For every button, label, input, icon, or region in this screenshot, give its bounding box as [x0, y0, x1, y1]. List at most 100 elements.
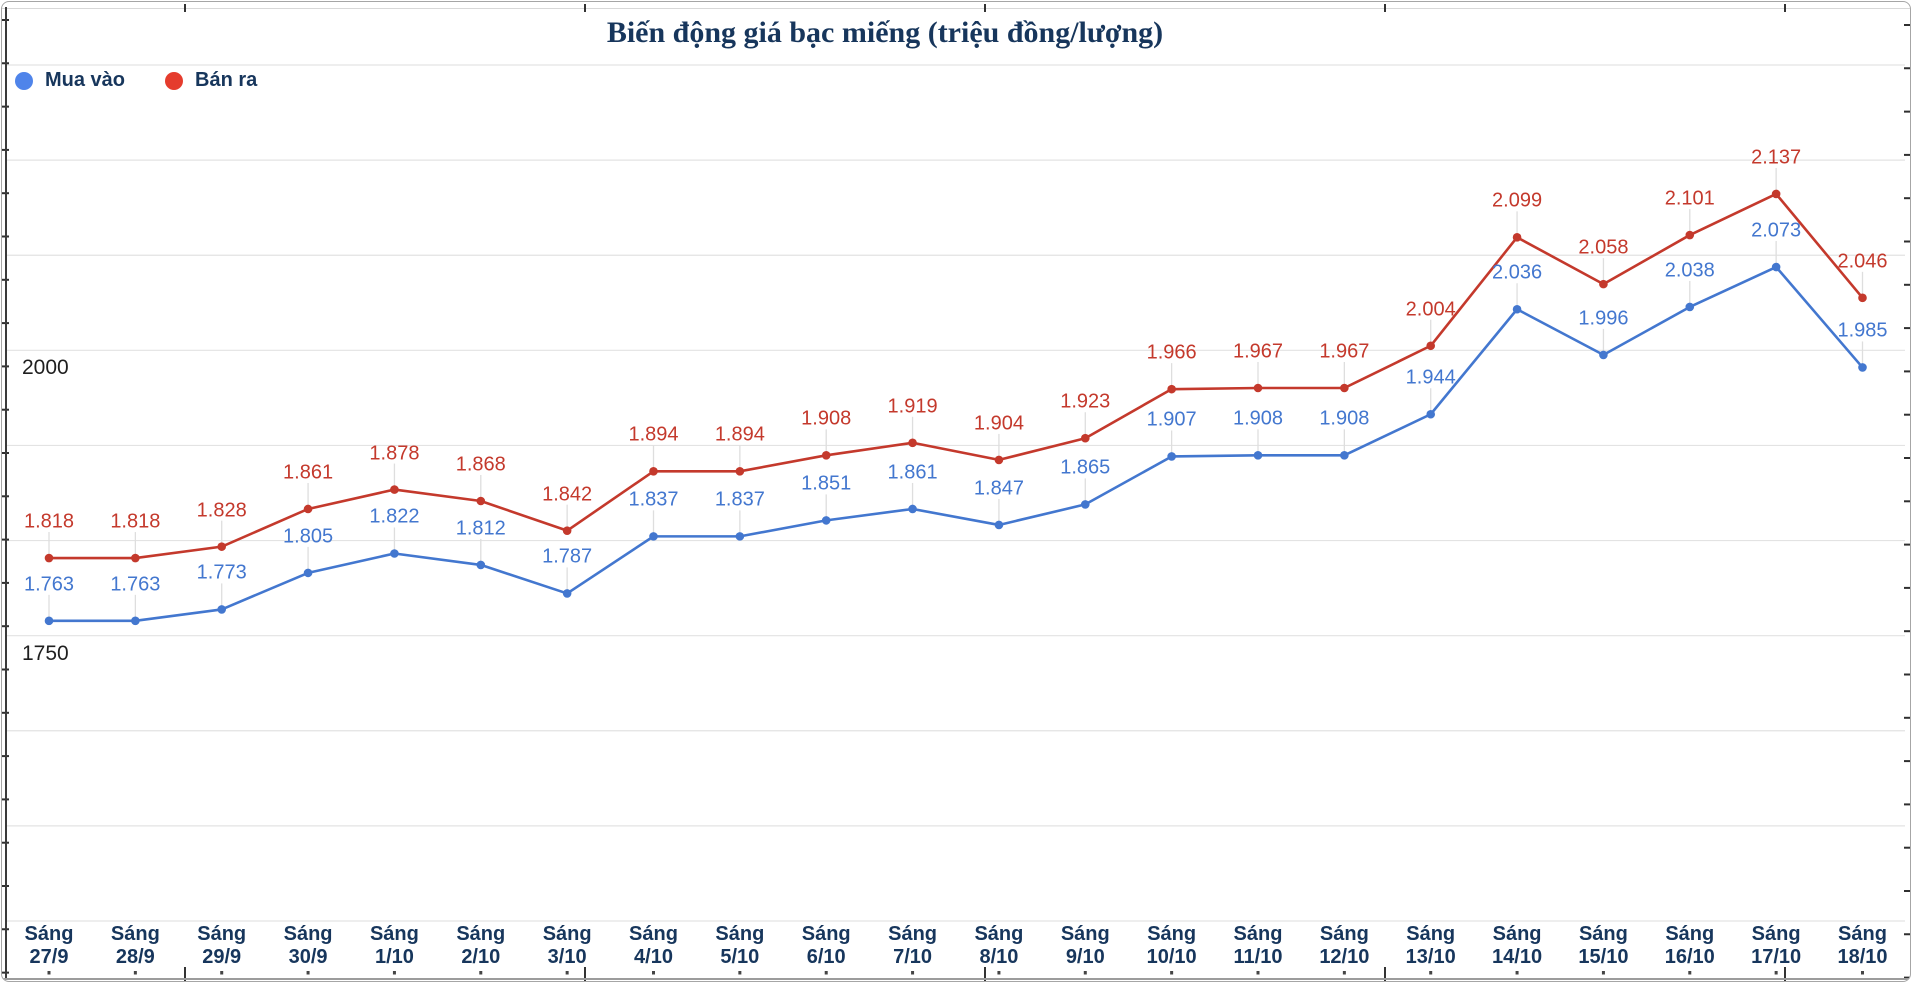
data-point[interactable] [649, 532, 658, 541]
data-point[interactable] [303, 504, 313, 514]
y-axis-label: 2000 [22, 356, 69, 380]
data-point[interactable] [1426, 341, 1436, 351]
value-label-ban-ra: 1.919 [887, 395, 938, 418]
x-axis-label: Sáng 5/10 [715, 923, 765, 968]
category-tick-dot [997, 971, 1001, 975]
value-label-mua-vao: 2.038 [1664, 259, 1715, 282]
data-point[interactable] [1512, 233, 1522, 242]
x-axis-label: Sáng 12/10 [1319, 923, 1370, 968]
data-point[interactable] [1340, 451, 1349, 460]
data-point[interactable] [994, 455, 1004, 465]
legend-label-mua-vao: Mua vào [45, 69, 126, 91]
y-axis-label: 1750 [22, 641, 69, 665]
value-label-ban-ra: 1.966 [1146, 341, 1197, 364]
data-point[interactable] [649, 467, 658, 476]
data-point[interactable] [1080, 500, 1090, 509]
value-label-ban-ra: 1.818 [23, 510, 75, 533]
category-tick-dot [1429, 971, 1433, 975]
x-axis-label: Sáng 27/9 [24, 923, 74, 968]
y-axis-line [5, 7, 7, 979]
data-point[interactable] [1771, 262, 1781, 272]
x-axis-label: Sáng 2/10 [456, 923, 506, 968]
data-point[interactable] [1685, 302, 1695, 312]
x-axis-label: Sáng 11/10 [1233, 923, 1283, 968]
value-label-ban-ra: 2.099 [1492, 189, 1543, 212]
legend-item-ban-ra[interactable]: Bán ra [165, 69, 257, 92]
value-label-mua-vao: 1.861 [887, 461, 938, 484]
data-point[interactable] [994, 520, 1004, 530]
x-axis-label: Sáng 30/9 [283, 923, 333, 968]
x-axis-label: Sáng 10/10 [1146, 923, 1197, 968]
category-tick-dot [220, 971, 224, 975]
data-point[interactable] [908, 504, 917, 514]
data-point[interactable] [1512, 304, 1522, 314]
legend-item-mua-vao[interactable]: Mua vào [15, 69, 125, 92]
value-label-ban-ra: 1.878 [369, 442, 420, 465]
x-axis-label: Sáng 28/9 [110, 923, 160, 968]
value-label-mua-vao: 1.812 [455, 517, 506, 540]
legend-label-ban-ra: Bán ra [195, 69, 258, 91]
data-point[interactable] [562, 589, 572, 598]
value-label-ban-ra: 1.828 [196, 499, 247, 522]
category-tick-dot [565, 971, 569, 975]
data-point[interactable] [131, 616, 140, 626]
data-point[interactable] [390, 549, 399, 558]
data-point[interactable] [908, 438, 917, 448]
legend: Mua vào Bán ra [15, 69, 257, 92]
data-point[interactable] [476, 560, 486, 570]
data-point[interactable] [1858, 293, 1867, 303]
value-label-mua-vao: 1.985 [1837, 319, 1888, 342]
data-point[interactable] [1253, 451, 1263, 460]
category-tick-dot [1256, 971, 1260, 975]
data-point[interactable] [821, 451, 831, 460]
value-label-ban-ra: 1.894 [628, 423, 679, 446]
data-point[interactable] [821, 516, 831, 525]
x-axis-label: Sáng 15/10 [1578, 923, 1629, 968]
data-point[interactable] [735, 467, 745, 476]
data-point[interactable] [390, 485, 399, 494]
data-point[interactable] [1426, 409, 1436, 419]
data-point[interactable] [131, 553, 140, 563]
frame-top-line [2, 8, 1910, 9]
category-tick-dot [1083, 971, 1087, 975]
category-tick-dot [1774, 971, 1778, 975]
data-point[interactable] [1340, 383, 1349, 393]
data-point[interactable] [217, 605, 227, 614]
data-point[interactable] [1167, 452, 1176, 461]
value-label-mua-vao: 1.773 [196, 561, 247, 584]
value-label-mua-vao: 2.073 [1751, 219, 1802, 242]
data-point[interactable] [1599, 279, 1608, 289]
data-point[interactable] [217, 542, 227, 551]
data-point[interactable] [1771, 189, 1781, 199]
data-point[interactable] [1167, 384, 1176, 394]
x-axis-label: Sáng 8/10 [974, 923, 1024, 968]
value-label-mua-vao: 1.908 [1319, 407, 1370, 430]
data-point[interactable] [303, 568, 313, 578]
category-tick-dot [1342, 971, 1346, 975]
category-tick-dot [1688, 971, 1692, 975]
value-label-ban-ra: 1.818 [110, 510, 161, 533]
x-axis-label: Sáng 4/10 [629, 923, 678, 968]
x-axis-label: Sáng 6/10 [801, 923, 851, 968]
x-axis-label: Sáng 14/10 [1492, 923, 1543, 968]
data-point[interactable] [1253, 383, 1263, 393]
category-tick-dot [47, 971, 51, 975]
x-axis-line [2, 978, 1910, 980]
value-label-mua-vao: 1.847 [973, 477, 1024, 500]
data-point[interactable] [44, 553, 54, 563]
data-point[interactable] [562, 526, 572, 535]
data-point[interactable] [1858, 363, 1867, 372]
value-label-mua-vao: 1.944 [1405, 366, 1456, 389]
data-point[interactable] [44, 616, 54, 626]
data-point[interactable] [1599, 350, 1608, 360]
value-label-mua-vao: 1.851 [801, 472, 852, 495]
data-point[interactable] [1080, 433, 1090, 443]
data-point[interactable] [735, 532, 745, 541]
legend-marker-mua-vao-icon [15, 71, 33, 90]
data-point[interactable] [476, 496, 486, 506]
value-label-ban-ra: 2.137 [1751, 146, 1802, 169]
data-point[interactable] [1685, 230, 1695, 240]
